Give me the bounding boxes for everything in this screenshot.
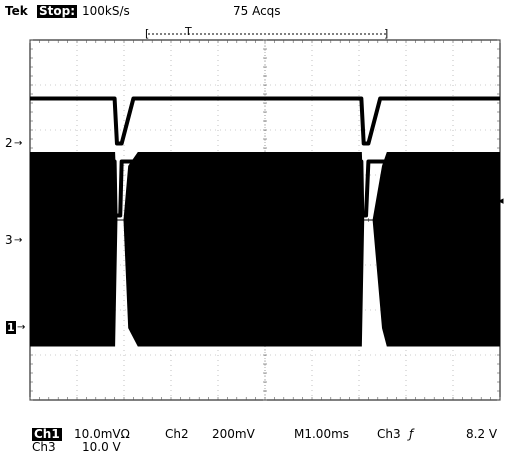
acquisition-state: Stop: [37,4,78,18]
trigger-source: Ch3 [377,427,401,441]
trigger-slope-icon: ƒ [409,427,414,441]
ch3-scale: 10.0 V [82,440,121,454]
ch3-label: Ch3 [32,440,56,454]
record-bracket-right: ] [384,27,389,40]
ch2-label: Ch2 [165,427,189,441]
ch2-scale: 200mV [212,427,255,441]
ch1-scale: 10.0mVΩ [74,427,130,441]
trigger-level: 8.2 V [466,427,498,441]
trigger-level-marker: ◂ [498,194,504,207]
ch1-trace [29,152,501,347]
record-bracket-left: [ [145,27,150,40]
sample-rate: 100kS/s [82,4,130,18]
ch2-trace [30,96,500,146]
ch3-marker-label: 3 [5,233,13,247]
ch3-marker-arrow: → [14,235,23,246]
waveform-traces [29,96,501,347]
ch2-marker-arrow: → [14,138,23,149]
brand-label: Tek [5,4,28,18]
trigger-position-marker: T [185,25,192,38]
ch1-marker-label: 1 [6,321,16,334]
ch1-marker-arrow: → [17,322,26,333]
ch2-marker-label: 2 [5,136,13,150]
timebase: M1.00ms [294,427,350,441]
record-length-line [148,33,386,35]
ch1-label: Ch1 [32,427,62,441]
acquisition-count: 75 Acqs [233,4,281,18]
